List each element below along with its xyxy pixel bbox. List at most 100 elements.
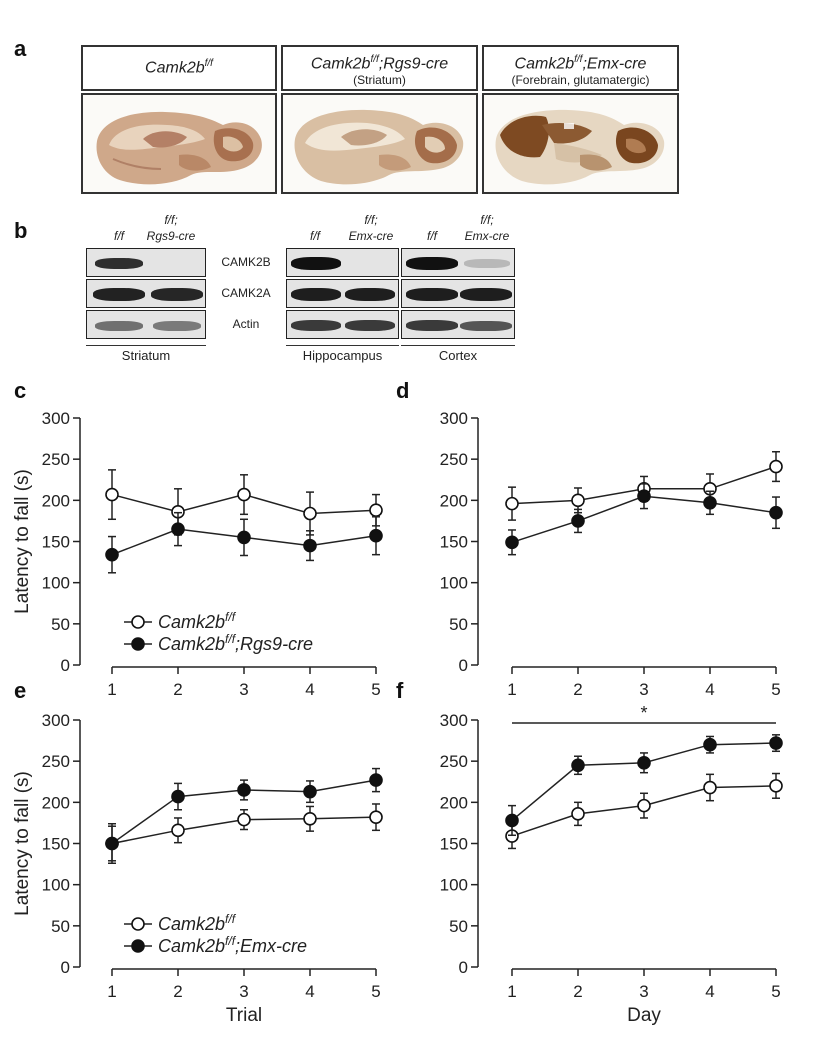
x-tick-label: 1: [107, 680, 116, 699]
legend-label: Camk2bf/f: [158, 610, 237, 632]
data-point: [105, 487, 119, 502]
legend-label: Camk2bf/f;Emx-cre: [158, 934, 307, 956]
data-point: [369, 503, 383, 518]
y-tick-label: 0: [459, 958, 468, 977]
data-point: [171, 789, 185, 804]
data-point: [571, 514, 585, 528]
blot-hippocampus-camk2a: [286, 279, 399, 308]
legend-marker: [131, 917, 145, 931]
y-tick-label: 50: [449, 615, 468, 634]
x-tick-label: 4: [705, 680, 714, 699]
x-axis-label: Trial: [226, 1005, 262, 1026]
x-tick-label: 4: [305, 982, 314, 1001]
y-tick-label: 200: [42, 793, 70, 812]
region-label-striatum: Striatum: [121, 348, 171, 363]
x-tick-label: 5: [371, 680, 380, 699]
y-tick-label: 50: [51, 917, 70, 936]
data-point: [303, 784, 317, 799]
significance-star: *: [640, 703, 647, 723]
y-tick-label: 250: [42, 752, 70, 771]
genotype-title: Camk2bf/f;Rgs9-cre: [310, 54, 449, 73]
region-underline: [401, 345, 515, 346]
genotype-subtitle: (Forebrain, glutamatergic): [511, 73, 650, 88]
chart-e: 0 50 100 150 200 250 300 1 2 3 4 5 Trial Latency to f…: [12, 711, 383, 1026]
data-point: [769, 459, 783, 474]
blot-striatum-actin: [86, 310, 206, 339]
data-point: [237, 812, 251, 827]
data-point: [303, 506, 317, 521]
x-tick-label: 5: [771, 680, 780, 699]
legend-marker: [131, 939, 145, 953]
series-cre: [105, 767, 383, 862]
region-underline: [86, 345, 206, 346]
x-tick-label: 5: [371, 982, 380, 1001]
data-point: [237, 530, 251, 545]
lane-label: Emx-cre: [348, 229, 394, 243]
x-tick-label: 3: [239, 982, 248, 1001]
blot-striatum-camk2b: [86, 248, 206, 277]
chart-c: 0 50 100 150 200 250 300 1 2 3 4 5 Latency to fall (…: [12, 409, 383, 699]
x-tick-label: 2: [573, 982, 582, 1001]
series-control: [505, 772, 783, 850]
y-tick-label: 300: [440, 711, 468, 730]
data-point: [571, 807, 585, 821]
legend-label: Camk2bf/f: [158, 912, 237, 934]
blot-hippocampus-camk2b: [286, 248, 399, 277]
blot-cortex-actin: [401, 310, 515, 339]
region-label-hippocampus: Hippocampus: [302, 348, 383, 363]
chart-d: 0 50 100 150 200 250 300 1 2 3 4 5: [440, 409, 783, 699]
data-point: [171, 522, 185, 536]
lane-label: f/f: [309, 229, 320, 243]
data-point: [303, 538, 317, 553]
data-point: [505, 535, 519, 550]
panel-letter-e: e: [14, 678, 27, 703]
brain-section-image-emx: [482, 93, 679, 194]
lane-label: f/f;: [480, 213, 494, 227]
y-tick-label: 200: [42, 491, 70, 510]
x-tick-label: 1: [507, 982, 516, 1001]
x-tick-label: 5: [771, 982, 780, 1001]
y-tick-label: 150: [42, 835, 70, 854]
x-axis-label: Day: [627, 1005, 661, 1026]
x-tick-label: 4: [705, 982, 714, 1001]
data-point: [505, 496, 519, 511]
genotype-header-emx: Camk2bf/f;Emx-cre (Forebrain, glutamater…: [482, 45, 679, 91]
region-underline: [286, 345, 399, 346]
data-point: [637, 489, 651, 504]
lane-label: f/f: [113, 229, 124, 243]
y-tick-label: 250: [42, 450, 70, 469]
genotype-subtitle: (Striatum): [353, 73, 406, 88]
blot-cortex-camk2a: [401, 279, 515, 308]
data-point: [571, 493, 585, 508]
series-cre: [505, 734, 783, 837]
data-point: [105, 547, 119, 562]
protein-label: CAMK2A: [221, 286, 271, 300]
series-control: [105, 803, 383, 865]
genotype-title: Camk2bf/f: [145, 58, 213, 77]
y-axis-label: Latency to fall (s): [12, 771, 33, 916]
y-tick-label: 150: [440, 835, 468, 854]
data-point: [369, 528, 383, 543]
data-point: [369, 810, 383, 824]
y-tick-label: 150: [440, 533, 468, 552]
brain-section-image-rgs9: [281, 93, 478, 194]
data-point: [637, 798, 651, 813]
y-tick-label: 250: [440, 450, 468, 469]
legend-marker: [131, 637, 145, 651]
legend-marker: [131, 615, 145, 629]
data-point: [703, 737, 717, 752]
legend-label: Camk2bf/f;Rgs9-cre: [158, 632, 313, 654]
data-point: [769, 736, 783, 750]
lane-label: f/f;: [164, 213, 178, 227]
genotype-title: Camk2bf/f;Emx-cre: [514, 54, 647, 73]
blot-cortex-camk2b: [401, 248, 515, 277]
x-tick-label: 2: [173, 982, 182, 1001]
data-point: [637, 756, 651, 770]
y-tick-label: 200: [440, 491, 468, 510]
y-tick-label: 300: [440, 409, 468, 428]
data-point: [369, 773, 383, 787]
blot-hippocampus-actin: [286, 310, 399, 339]
y-tick-label: 100: [440, 574, 468, 593]
y-tick-label: 0: [61, 656, 70, 675]
